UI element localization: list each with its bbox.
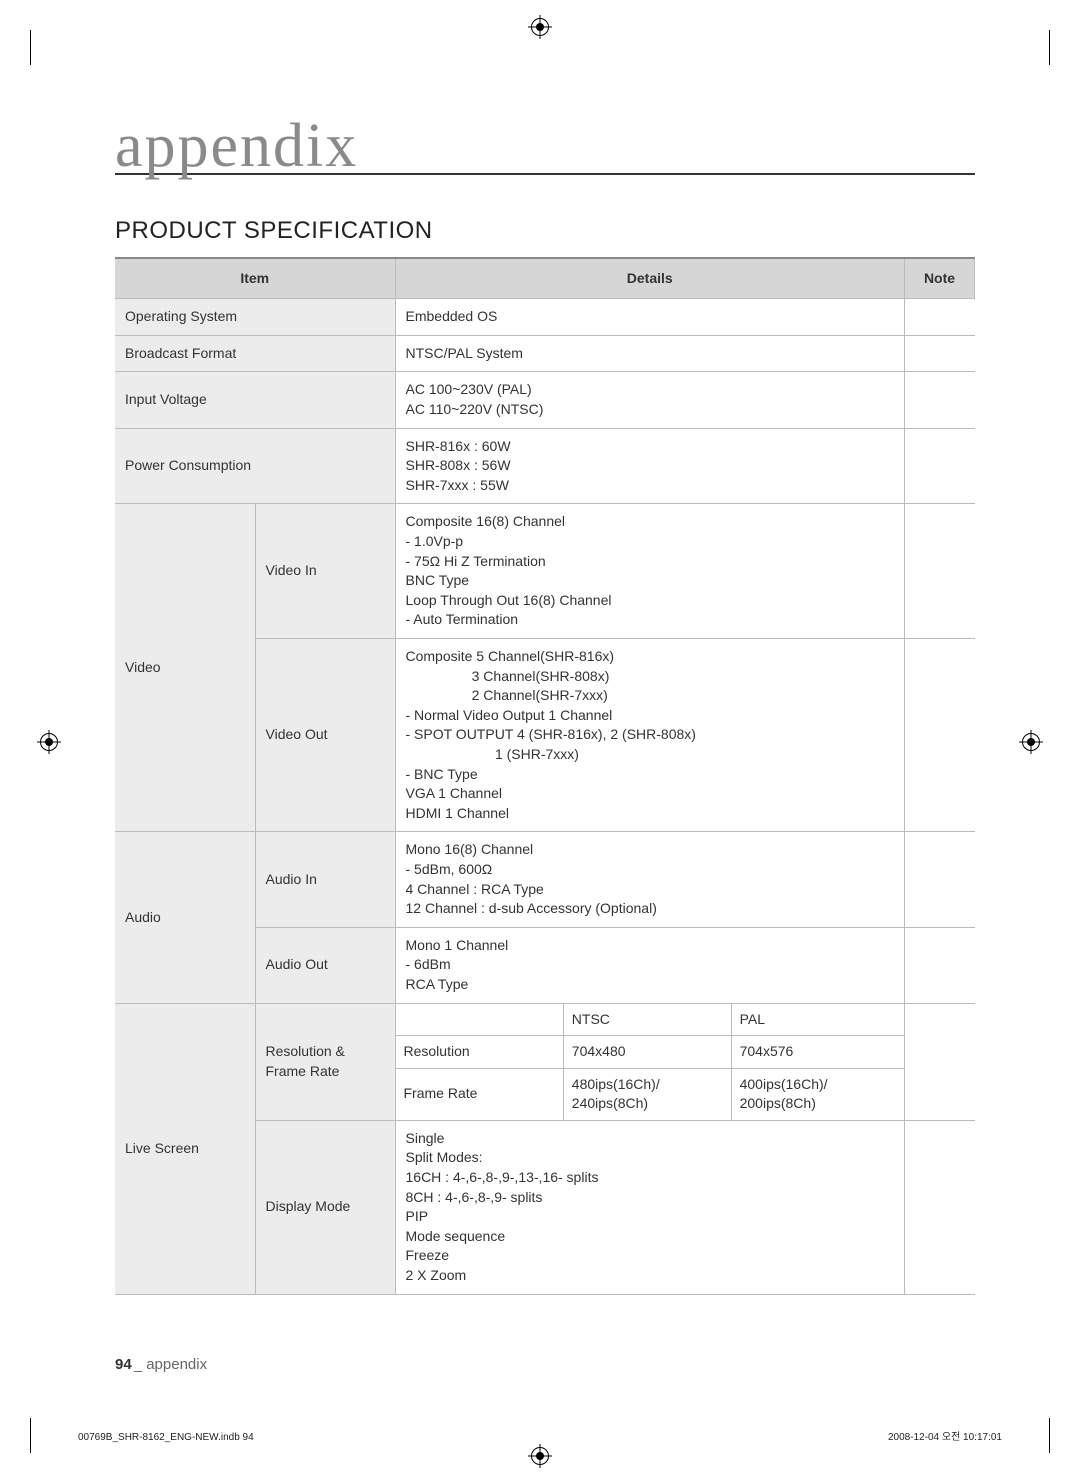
frame-row-label: Frame Rate (396, 1068, 564, 1120)
label-audio-out: Audio Out (255, 927, 395, 1003)
label-live-display: Display Mode (255, 1120, 395, 1294)
crop-mark (1049, 30, 1050, 65)
row-broadcast-format: Broadcast Format NTSC/PAL System (115, 335, 975, 372)
res-row-label: Resolution (396, 1036, 564, 1069)
res-sub-blank (396, 1004, 564, 1036)
page-number: 94 (115, 1356, 132, 1373)
value-video-in: Composite 16(8) Channel - 1.0Vp-p - 75Ω … (395, 504, 905, 639)
page-footer: 94_ appendix (115, 1356, 207, 1373)
note-video-in (905, 504, 975, 639)
footer-sep: _ (134, 1356, 142, 1373)
value-audio-in: Mono 16(8) Channel - 5dBm, 600Ω 4 Channe… (395, 832, 905, 927)
note-live-display (905, 1120, 975, 1294)
registration-mark (531, 18, 549, 36)
label-live-res: Resolution & Frame Rate (255, 1003, 395, 1120)
label-power: Power Consumption (115, 428, 395, 504)
resolution-subtable: NTSC PAL Resolution 704x480 704x576 Fram… (396, 1004, 905, 1120)
row-video-in: Video Video In Composite 16(8) Channel -… (115, 504, 975, 639)
value-os: Embedded OS (395, 299, 905, 336)
label-audio: Audio (115, 832, 255, 1003)
registration-mark (1022, 733, 1040, 751)
spec-table: Item Details Note Operating System Embed… (115, 257, 975, 1295)
res-ntsc: 704x480 (563, 1036, 731, 1069)
label-video-out: Video Out (255, 639, 395, 832)
value-video-out: Composite 5 Channel(SHR-816x) 3 Channel(… (395, 639, 905, 832)
note-live-res (905, 1003, 975, 1120)
note-power (905, 428, 975, 504)
value-audio-out: Mono 1 Channel - 6dBm RCA Type (395, 927, 905, 1003)
table-header-row: Item Details Note (115, 258, 975, 299)
note-os (905, 299, 975, 336)
note-inv (905, 372, 975, 428)
crop-mark (30, 30, 31, 65)
note-audio-in (905, 832, 975, 927)
res-sub-ntsc: NTSC (563, 1004, 731, 1036)
header-note: Note (905, 258, 975, 299)
registration-mark (40, 733, 58, 751)
label-audio-in: Audio In (255, 832, 395, 927)
header-details: Details (395, 258, 905, 299)
row-audio-in: Audio Audio In Mono 16(8) Channel - 5dBm… (115, 832, 975, 927)
value-inv: AC 100~230V (PAL) AC 110~220V (NTSC) (395, 372, 905, 428)
row-live-resolution: Live Screen Resolution & Frame Rate NTSC… (115, 1003, 975, 1120)
res-sub-pal: PAL (731, 1004, 904, 1036)
section-title: PRODUCT SPECIFICATION (115, 217, 975, 245)
note-video-out (905, 639, 975, 832)
header-item: Item (115, 258, 395, 299)
frame-pal: 400ips(16Ch)/ 200ips(8Ch) (731, 1068, 904, 1120)
registration-mark (531, 1447, 549, 1465)
value-bcast: NTSC/PAL System (395, 335, 905, 372)
label-video-in: Video In (255, 504, 395, 639)
value-live-res: NTSC PAL Resolution 704x480 704x576 Fram… (395, 1003, 905, 1120)
print-line-left: 00769B_SHR-8162_ENG-NEW.indb 94 (78, 1432, 254, 1443)
crop-mark (30, 1418, 31, 1453)
crop-mark (1049, 1418, 1050, 1453)
page-content: appendix PRODUCT SPECIFICATION Item Deta… (115, 120, 975, 1295)
frame-ntsc: 480ips(16Ch)/ 240ips(8Ch) (563, 1068, 731, 1120)
row-input-voltage: Input Voltage AC 100~230V (PAL) AC 110~2… (115, 372, 975, 428)
label-video: Video (115, 504, 255, 832)
row-operating-system: Operating System Embedded OS (115, 299, 975, 336)
chapter-title: appendix (115, 120, 975, 175)
row-power-consumption: Power Consumption SHR-816x : 60W SHR-808… (115, 428, 975, 504)
footer-label: appendix (142, 1356, 207, 1373)
label-live: Live Screen (115, 1003, 255, 1294)
value-live-display: Single Split Modes: 16CH : 4-,6-,8-,9-,1… (395, 1120, 905, 1294)
label-os: Operating System (115, 299, 395, 336)
res-pal: 704x576 (731, 1036, 904, 1069)
label-inv: Input Voltage (115, 372, 395, 428)
value-power: SHR-816x : 60W SHR-808x : 56W SHR-7xxx :… (395, 428, 905, 504)
print-line-right: 2008-12-04 오전 10:17:01 (888, 1428, 1002, 1443)
note-bcast (905, 335, 975, 372)
label-bcast: Broadcast Format (115, 335, 395, 372)
note-audio-out (905, 927, 975, 1003)
